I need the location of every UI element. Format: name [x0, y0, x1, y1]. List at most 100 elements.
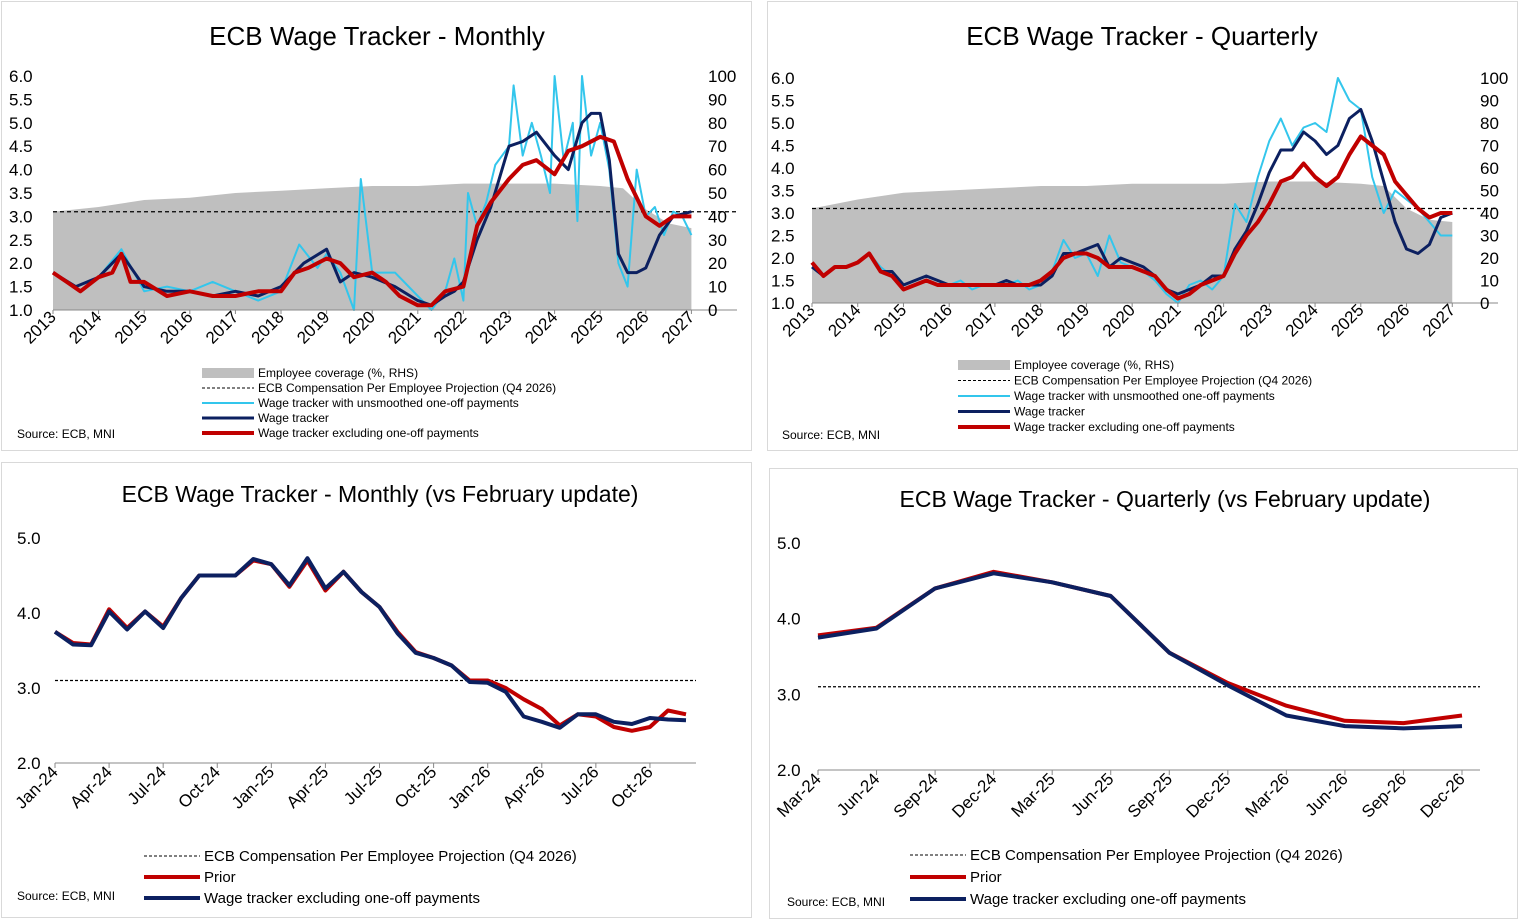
y-tick-label: 2.0: [9, 254, 33, 273]
x-tick-label: Dec-26: [1417, 769, 1469, 821]
y-tick-label: 1.0: [771, 294, 795, 313]
legend-label: ECB Compensation Per Employee Projection…: [1014, 374, 1312, 388]
series-line-2: [51, 134, 692, 308]
x-tick-label: Jan-25: [228, 762, 278, 812]
y-tick-label: 3.0: [9, 207, 33, 226]
y2-tick-label: 90: [1480, 92, 1499, 111]
series-line-1: [811, 108, 1453, 296]
x-tick-label: 2014: [824, 300, 864, 340]
x-tick-label: Jun-26: [1302, 769, 1352, 819]
legend-label: ECB Compensation Per Employee Projection…: [204, 848, 577, 865]
chart-monthly: ECB Wage Tracker - Monthly 1.0 1.5 2.0 2.5 3.…: [9, 21, 737, 441]
source-note: Source: ECB, MNI: [787, 895, 885, 909]
coverage-area: [812, 181, 1453, 303]
y2-tick-label: 30: [1480, 227, 1499, 246]
x-tick-label: 2024: [521, 307, 561, 347]
y-tick-label: 4.0: [17, 604, 41, 623]
y-tick-label: 1.5: [771, 272, 795, 291]
y-tick-label: 1.5: [9, 278, 33, 297]
y2-tick-label: 80: [708, 114, 727, 133]
x-tick-label: Sep-26: [1358, 769, 1410, 821]
x-tick-label: Apr-24: [66, 762, 116, 812]
y-tick-label: 4.5: [771, 137, 795, 156]
x-tick-label: 2021: [1145, 300, 1185, 340]
legend-label: Wage tracker with unsmoothed one-off pay…: [1014, 389, 1275, 403]
y-tick-label: 2.5: [771, 227, 795, 246]
x-tick-label: 2023: [476, 307, 516, 347]
series-line-2: [810, 134, 1453, 301]
legend-label: Prior: [970, 869, 1002, 886]
panel-monthly-vs-feb: ECB Wage Tracker - Monthly (vs February …: [1, 462, 752, 918]
y2-tick-label: 60: [1480, 159, 1499, 178]
x-tick-label: 2019: [1053, 300, 1093, 340]
series-line-1: [817, 571, 1463, 731]
y-tick-label: 6.0: [771, 69, 795, 88]
chart-title: ECB Wage Tracker - Monthly: [209, 21, 545, 51]
x-tick-label: 2023: [1236, 300, 1276, 340]
x-tick-label: 2019: [293, 307, 333, 347]
x-tick-label: 2015: [111, 307, 151, 347]
x-tick-label: 2016: [156, 307, 196, 347]
legend-swatch-coverage: [958, 360, 1010, 370]
series-line-0: [53, 558, 687, 733]
x-tick-label: Jan-26: [444, 762, 494, 812]
y2-tick-label: 0: [708, 301, 717, 320]
y2-tick-label: 70: [1480, 137, 1499, 156]
legend-label: ECB Compensation Per Employee Projection…: [258, 381, 556, 395]
x-tick-label: Dec-24: [948, 769, 1000, 821]
x-tick-label: 2022: [430, 307, 470, 347]
y-tick-label: 5.0: [777, 534, 801, 553]
x-tick-label: Jul-25: [340, 762, 386, 808]
y2-tick-label: 20: [708, 254, 727, 273]
series-line-1: [53, 556, 687, 730]
y-tick-label: 6.0: [9, 67, 33, 86]
chart-title: ECB Wage Tracker - Quarterly: [966, 21, 1318, 51]
chart-title: ECB Wage Tracker - Quarterly (vs Februar…: [900, 486, 1431, 512]
y-tick-label: 5.0: [9, 114, 33, 133]
panel-quarterly-vs-feb: ECB Wage Tracker - Quarterly (vs Februar…: [769, 468, 1518, 919]
y2-tick-label: 40: [708, 207, 727, 226]
y-tick-label: 4.5: [9, 137, 33, 156]
x-tick-label: Mar-25: [1007, 769, 1059, 821]
x-tick-label: 2025: [1327, 300, 1367, 340]
x-tick-label: Jul-24: [124, 762, 170, 808]
y2-tick-label: 30: [708, 231, 727, 250]
legend-label: Wage tracker: [1014, 405, 1085, 419]
x-tick-label: 2018: [248, 307, 288, 347]
y2-tick-label: 40: [1480, 204, 1499, 223]
x-tick-label: 2020: [339, 307, 379, 347]
y-tick-label: 2.0: [777, 761, 801, 780]
x-tick-label: 2016: [916, 300, 956, 340]
x-tick-label: Sep-24: [890, 769, 942, 821]
y2-tick-label: 50: [708, 184, 727, 203]
y2-tick-label: 80: [1480, 114, 1499, 133]
source-note: Source: ECB, MNI: [782, 428, 880, 442]
y-tick-label: 5.5: [771, 92, 795, 111]
y-tick-label: 1.0: [9, 301, 33, 320]
y-tick-label: 4.0: [771, 159, 795, 178]
legend-label: Wage tracker with unsmoothed one-off pay…: [258, 396, 519, 410]
chart-quarterly-vs-feb: ECB Wage Tracker - Quarterly (vs Februar…: [773, 486, 1480, 909]
y-tick-label: 2.5: [9, 231, 33, 250]
x-tick-label: Oct-26: [607, 762, 657, 812]
legend-label: Wage tracker excluding one-off payments: [204, 890, 480, 907]
y2-tick-label: 100: [1480, 69, 1508, 88]
x-tick-label: Dec-25: [1182, 769, 1234, 821]
x-tick-label: 2020: [1099, 300, 1139, 340]
y2-tick-label: 60: [708, 161, 727, 180]
x-tick-label: Apr-26: [499, 762, 549, 812]
source-note: Source: ECB, MNI: [17, 427, 115, 441]
legend-label: Wage tracker excluding one-off payments: [258, 426, 479, 440]
x-tick-label: 2027: [658, 307, 698, 347]
y-tick-label: 3.5: [9, 184, 33, 203]
x-tick-label: 2026: [1373, 300, 1413, 340]
x-tick-label: 2017: [962, 300, 1002, 340]
y-tick-label: 5.0: [771, 114, 795, 133]
y-tick-label: 2.0: [17, 754, 41, 773]
x-tick-label: Jun-25: [1067, 769, 1117, 819]
x-tick-label: 2022: [1190, 300, 1230, 340]
y2-tick-label: 10: [1480, 272, 1499, 291]
x-tick-label: 2017: [202, 307, 242, 347]
series-line-0: [817, 569, 1463, 726]
x-tick-label: 2018: [1007, 300, 1047, 340]
